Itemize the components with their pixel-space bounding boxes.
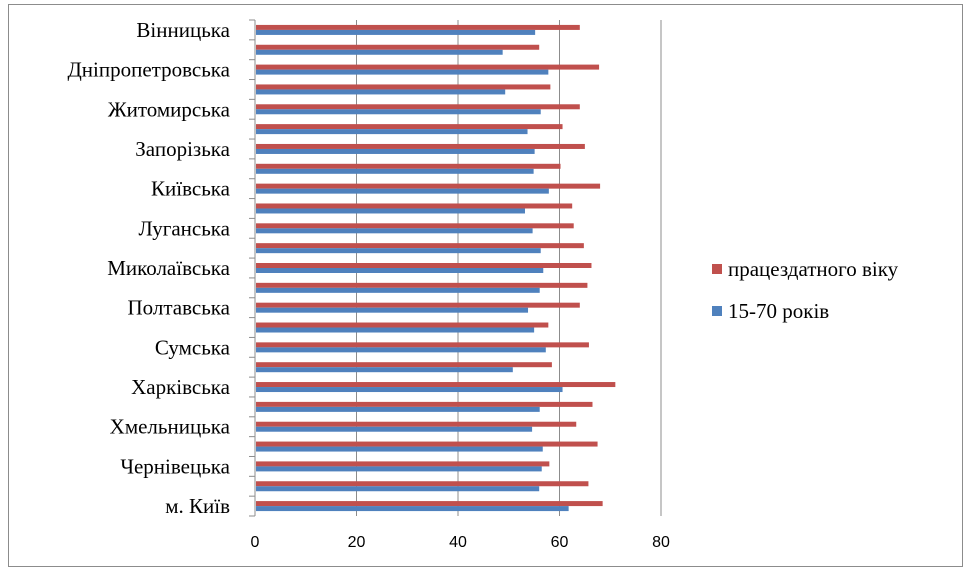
category-label: Сумська — [155, 335, 231, 359]
category-label: Хмельницька — [110, 415, 231, 439]
x-tick-label: 20 — [348, 534, 366, 551]
bar-working-age-row-6 — [256, 124, 563, 130]
category-label: Харківська — [131, 375, 231, 399]
bar-working-age-row-9 — [256, 183, 601, 189]
bar-working-age-row-12 — [256, 243, 584, 249]
category-label: Житомирська — [108, 97, 231, 121]
bar-15-70-row-5 — [256, 109, 541, 115]
bars — [256, 24, 616, 512]
bar-15-70-row-17 — [256, 347, 546, 353]
bar-working-age-row-2 — [256, 44, 540, 50]
bar-15-70-row-16 — [256, 327, 535, 333]
bar-15-70-row-3 — [256, 69, 549, 75]
bar-working-age-row-4 — [256, 84, 551, 90]
bar-15-70-row-22 — [256, 446, 543, 452]
legend-label-15-70-років: 15-70 років — [728, 299, 829, 323]
legend-label-працездатного-віку: працездатного віку — [728, 257, 899, 281]
category-label: Київська — [151, 177, 231, 201]
bar-15-70-row-1 — [256, 29, 536, 35]
category-label: Луганська — [139, 216, 231, 240]
bar-working-age-row-15 — [256, 302, 580, 308]
category-label: м. Київ — [165, 494, 230, 518]
bar-15-70-row-23 — [256, 466, 542, 472]
bar-working-age-row-7 — [256, 143, 585, 149]
bar-15-70-row-19 — [256, 387, 563, 393]
category-label: Дніпропетровська — [67, 58, 230, 82]
bar-15-70-row-4 — [256, 89, 506, 95]
bar-15-70-row-8 — [256, 168, 534, 174]
bar-working-age-row-11 — [256, 223, 574, 229]
bar-15-70-row-18 — [256, 367, 513, 373]
bar-15-70-row-12 — [256, 248, 541, 254]
bar-working-age-row-16 — [256, 322, 549, 328]
legend-swatch-15-70-років — [712, 306, 722, 316]
bar-working-age-row-19 — [256, 382, 616, 388]
bar-15-70-row-6 — [256, 129, 528, 135]
bar-15-70-row-9 — [256, 188, 549, 194]
bar-15-70-row-11 — [256, 228, 533, 234]
bar-working-age-row-25 — [256, 501, 603, 507]
bar-15-70-row-7 — [256, 148, 535, 154]
bar-working-age-row-10 — [256, 203, 573, 209]
category-label: Чернівецька — [120, 454, 230, 478]
category-label: Вінницька — [136, 18, 230, 42]
bar-working-age-row-24 — [256, 481, 589, 487]
x-tick-label: 0 — [251, 534, 260, 551]
x-axis-tick-labels: 0 20 40 60 80 — [251, 534, 670, 551]
bar-working-age-row-8 — [256, 163, 561, 169]
bar-15-70-row-15 — [256, 307, 529, 313]
category-label: Миколаївська — [107, 256, 230, 280]
bar-working-age-row-13 — [256, 263, 592, 268]
y-axis-ticks — [249, 19, 255, 517]
legend-swatch-працездатного-віку — [712, 264, 722, 274]
x-tick-label: 40 — [449, 534, 467, 551]
category-labels: Вінницька Дніпропетровська Житомирська Запо… — [67, 18, 230, 518]
category-label: Запорізька — [135, 137, 230, 161]
bar-working-age-row-14 — [256, 282, 588, 288]
bar-15-70-row-25 — [256, 506, 569, 512]
bar-15-70-row-21 — [256, 426, 533, 432]
bar-15-70-row-10 — [256, 208, 525, 214]
bar-15-70-row-2 — [256, 49, 503, 55]
bar-working-age-row-21 — [256, 421, 577, 427]
bar-working-age-row-1 — [256, 24, 580, 30]
bar-working-age-row-5 — [256, 104, 580, 110]
bar-15-70-row-13 — [256, 268, 544, 273]
x-tick-label: 60 — [551, 534, 569, 551]
bar-working-age-row-22 — [256, 441, 598, 447]
bar-working-age-row-18 — [256, 362, 552, 368]
bar-15-70-row-24 — [256, 486, 540, 492]
bar-15-70-row-14 — [256, 287, 540, 293]
bar-working-age-row-3 — [256, 64, 600, 70]
bar-working-age-row-20 — [256, 401, 593, 407]
legend: працездатного віку 15-70 років — [712, 257, 899, 323]
bar-15-70-row-20 — [256, 406, 540, 412]
category-label: Полтавська — [127, 296, 230, 320]
x-tick-label: 80 — [652, 534, 670, 551]
bar-working-age-row-23 — [256, 461, 550, 467]
bar-working-age-row-17 — [256, 342, 589, 348]
